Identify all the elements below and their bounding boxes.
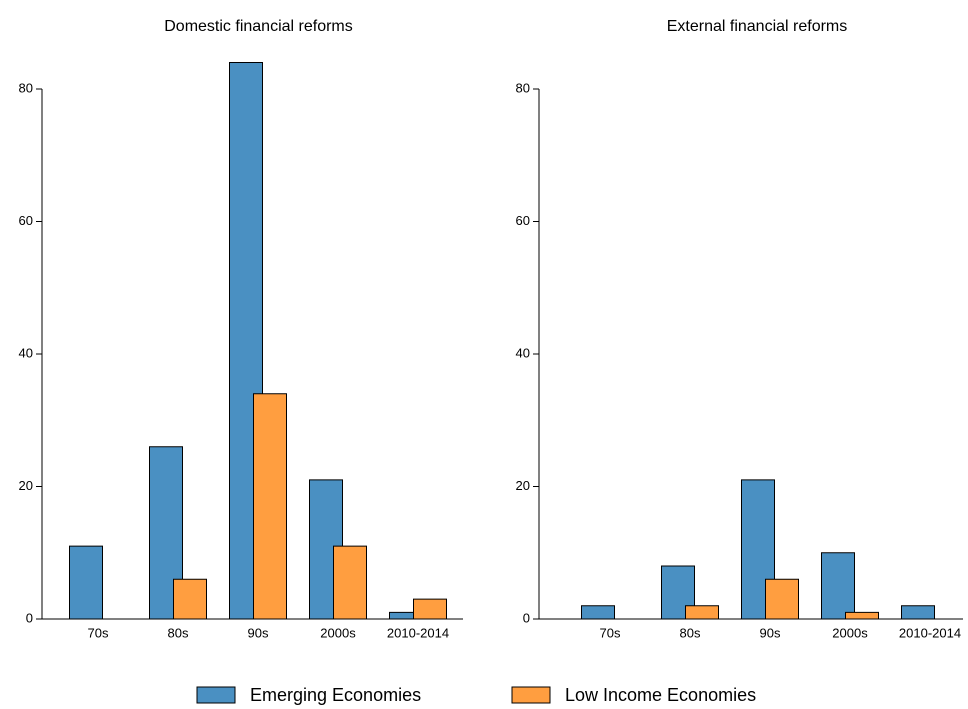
y-tick-label: 40: [19, 345, 33, 360]
x-tick-label: 2010-2014: [899, 625, 961, 640]
bar: [821, 552, 855, 620]
y-tick-label: 20: [516, 478, 530, 493]
y-tick-label: 20: [19, 478, 33, 493]
y-tick-label: 40: [516, 345, 530, 360]
x-tick-label: 70s: [600, 625, 621, 640]
bar: [333, 545, 367, 620]
bar: [253, 393, 287, 620]
legend-label: Emerging Economies: [250, 685, 421, 705]
x-tick-label: 80s: [168, 625, 189, 640]
legend-label: Low Income Economies: [565, 685, 756, 705]
x-tick-label: 70s: [88, 625, 109, 640]
bar: [581, 605, 615, 620]
bar: [413, 598, 447, 620]
y-tick-label: 60: [516, 213, 530, 228]
chart-title: External financial reforms: [667, 18, 848, 35]
legend-swatch: [196, 686, 236, 704]
y-tick-label: 80: [516, 80, 530, 95]
bar: [765, 578, 799, 620]
x-tick-label: 2010-2014: [387, 625, 449, 640]
bar: [685, 605, 719, 620]
bar: [173, 578, 207, 620]
x-tick-label: 80s: [680, 625, 701, 640]
y-tick-label: 0: [26, 610, 33, 625]
y-tick-label: 60: [19, 213, 33, 228]
x-tick-label: 90s: [760, 625, 781, 640]
y-tick-label: 80: [19, 80, 33, 95]
x-tick-label: 2000s: [832, 625, 868, 640]
bar: [901, 605, 935, 620]
bar: [845, 611, 879, 620]
x-tick-label: 2000s: [320, 625, 356, 640]
chart-title: Domestic financial reforms: [164, 18, 353, 35]
legend-swatch: [511, 686, 551, 704]
y-tick-label: 0: [523, 610, 530, 625]
x-tick-label: 90s: [248, 625, 269, 640]
bar: [69, 545, 103, 620]
